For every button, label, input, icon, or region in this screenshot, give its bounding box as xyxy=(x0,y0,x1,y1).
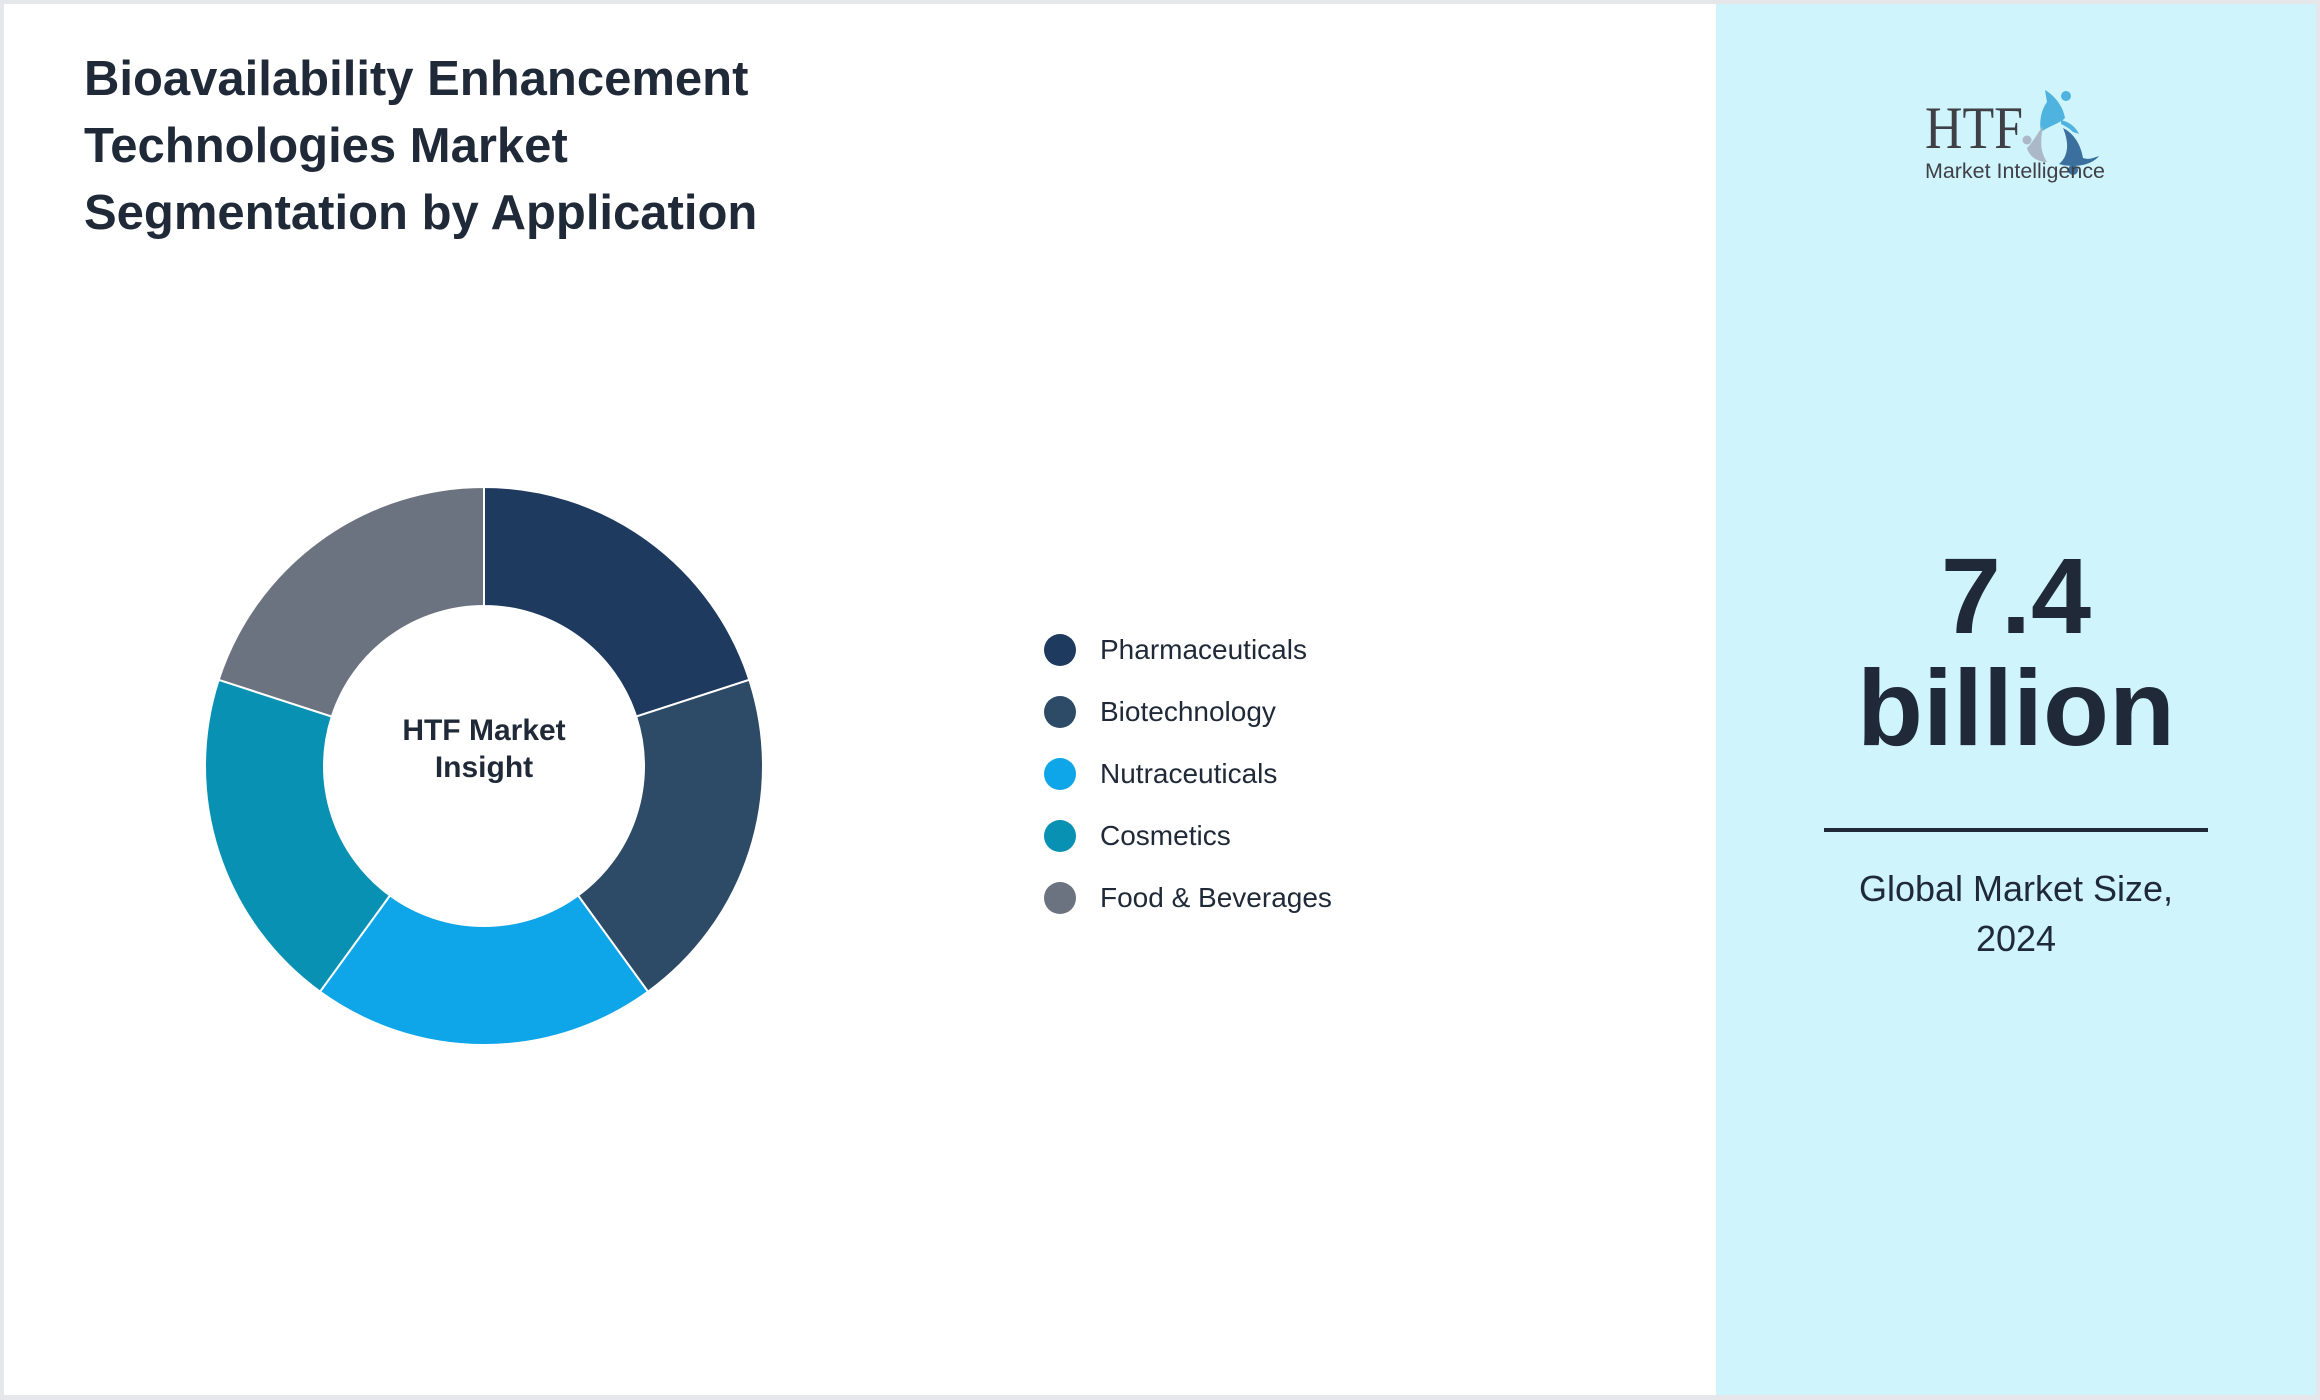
title-line-2: Technologies Market xyxy=(84,119,568,173)
legend-label: Pharmaceuticals xyxy=(1100,634,1307,665)
market-size-unit: billion xyxy=(1857,647,2175,768)
caption-line-2: 2024 xyxy=(1975,918,2057,959)
title-line-3: Segmentation by Application xyxy=(84,186,758,240)
center-label-line-2: Insight xyxy=(434,751,534,784)
market-size-panel: HTF Market Intelligence 7.4 billion Glob… xyxy=(1716,4,2316,1395)
donut-chart: HTF Market Insight xyxy=(201,483,767,1049)
donut-segment-nutraceuticals xyxy=(318,894,650,1046)
legend-label: Cosmetics xyxy=(1100,820,1231,851)
donut-center-label: HTF Market Insight xyxy=(201,483,767,1049)
legend-swatch xyxy=(1044,882,1076,914)
legend-label: Nutraceuticals xyxy=(1100,758,1278,789)
market-size-value: 7.4 billion xyxy=(1716,540,2316,764)
legend-item-cosmetics: Cosmetics xyxy=(1044,805,1332,867)
htf-logo-icon: HTF Market Intelligence xyxy=(1925,90,2105,183)
chart-area: Bioavailability Enhancement Technologies… xyxy=(4,4,1716,1395)
chart-title: Bioavailability Enhancement Technologies… xyxy=(84,46,904,247)
market-size-number: 7.4 xyxy=(1940,535,2092,656)
title-line-1: Bioavailability Enhancement xyxy=(84,52,749,106)
donut-segment-food-beverages xyxy=(217,485,485,718)
divider-line xyxy=(1824,828,2208,832)
caption-line-1: Global Market Size, xyxy=(1858,868,2174,909)
legend-item-nutraceuticals: Nutraceuticals xyxy=(1044,743,1332,805)
donut-segment-pharmaceuticals xyxy=(483,485,751,718)
legend-label: Biotechnology xyxy=(1100,696,1276,727)
legend-label: Food & Beverages xyxy=(1100,882,1332,913)
infographic-card: Bioavailability Enhancement Technologies… xyxy=(4,4,2316,1395)
legend-item-pharmaceuticals: Pharmaceuticals xyxy=(1044,619,1332,681)
center-label-line-1: HTF Market xyxy=(402,714,566,747)
logo-tagline: Market Intelligence xyxy=(1925,160,2105,183)
legend-swatch xyxy=(1044,634,1076,666)
legend-swatch xyxy=(1044,820,1076,852)
legend-swatch xyxy=(1044,758,1076,790)
htf-logo: HTF Market Intelligence xyxy=(1923,82,2113,186)
legend-swatch xyxy=(1044,696,1076,728)
legend-item-biotechnology: Biotechnology xyxy=(1044,681,1332,743)
legend-item-food-beverages: Food & Beverages xyxy=(1044,867,1332,929)
market-size-caption: Global Market Size, 2024 xyxy=(1716,864,2316,964)
donut-svg xyxy=(204,485,764,1046)
chart-legend: Pharmaceuticals Biotechnology Nutraceuti… xyxy=(1044,619,1332,929)
logo-wordmark: HTF xyxy=(1925,95,2023,161)
donut-segment-biotechnology xyxy=(576,678,764,994)
donut-segment-cosmetics xyxy=(204,678,392,994)
